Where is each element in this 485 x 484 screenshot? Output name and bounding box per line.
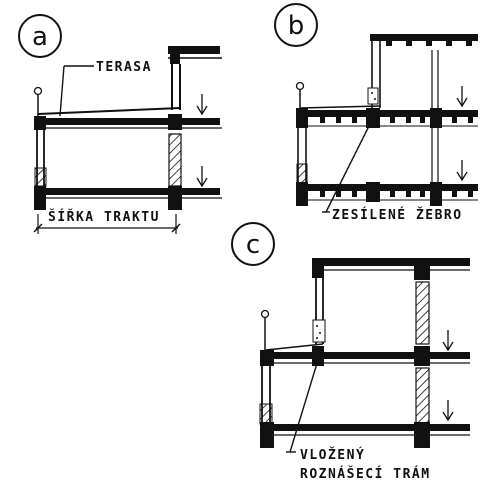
panel-b-columns [296,128,439,185]
panel-a-load-arrows [196,94,208,188]
panel-c-railing [260,309,270,350]
panel-a-letter: a [32,22,48,52]
panel-c: c [231,222,470,482]
panel-c-top-slab [312,258,470,345]
panel-b-marker [274,3,318,47]
panel-a-dimension: ŠÍŘKA TRAKTU [33,209,181,234]
panel-b-load-arrows [456,86,468,182]
terrace-label: TERASA [96,60,152,75]
panel-c-load-arrows [442,330,454,422]
panel-b: b [274,3,478,223]
panel-b-top-slab [367,34,478,108]
panel-a-marker [18,14,62,58]
panel-a-terrace [34,107,222,130]
panel-c-columns [259,366,430,425]
panel-b-floor-slab [296,182,478,206]
panel-b-railing [295,81,305,110]
panel-c-beam-label: VLOŽENÝ ROZNÁŠECÍ TRÁM [286,359,431,482]
panel-c-marker [231,222,275,266]
panel-a: a [18,14,222,234]
panel-c-terrace-slab [260,343,470,366]
bay-width-label: ŠÍŘKA TRAKTU [48,209,160,225]
inserted-beam-label-line1: VLOŽENÝ [300,447,365,463]
panel-a-upper-building [168,46,222,110]
panel-c-floor-slab [260,422,470,448]
panel-b-rib-label: ZESÍLENÉ ŽEBRO [322,119,463,223]
panel-a-floor-slab [34,186,222,210]
panel-a-terrace-label: TERASA [59,60,152,117]
panel-b-terrace-slab [296,105,478,128]
reinforced-rib-label: ZESÍLENÉ ŽEBRO [332,207,463,223]
panel-b-letter: b [288,11,305,41]
panel-a-railing [33,86,43,116]
inserted-beam-label-line2: ROZNÁŠECÍ TRÁM [300,466,431,482]
panel-c-letter: c [246,230,260,260]
panel-a-columns [34,130,182,187]
